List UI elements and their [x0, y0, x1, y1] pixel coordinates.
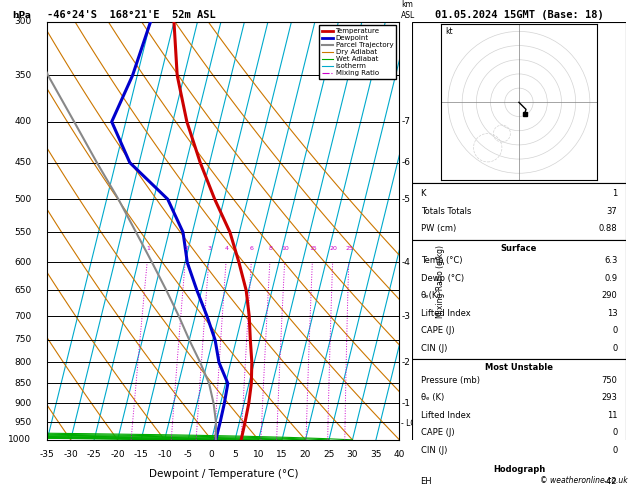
- Text: 750: 750: [601, 376, 617, 384]
- Text: Hodograph: Hodograph: [493, 465, 545, 474]
- Text: Temp (°C): Temp (°C): [421, 256, 462, 265]
- Text: 293: 293: [601, 393, 617, 402]
- Text: -5: -5: [401, 195, 410, 204]
- Text: -42: -42: [604, 477, 617, 486]
- Text: 13: 13: [607, 309, 617, 318]
- Text: 10: 10: [281, 246, 289, 251]
- Text: Pressure (mb): Pressure (mb): [421, 376, 479, 384]
- Text: 6.3: 6.3: [604, 256, 617, 265]
- Text: 0.9: 0.9: [604, 274, 617, 283]
- Text: -35: -35: [40, 450, 55, 459]
- Text: Most Unstable: Most Unstable: [485, 363, 553, 372]
- Text: 3: 3: [208, 246, 211, 251]
- Text: kt: kt: [445, 27, 453, 36]
- Text: Mixing Ratio (g/kg): Mixing Ratio (g/kg): [436, 244, 445, 317]
- Bar: [412, 461, 626, 486]
- Bar: [412, 22, 626, 183]
- Text: 700: 700: [14, 312, 31, 320]
- Text: CAPE (J): CAPE (J): [421, 428, 454, 437]
- Text: θₑ (K): θₑ (K): [421, 393, 444, 402]
- Text: CIN (J): CIN (J): [421, 344, 447, 353]
- Text: 10: 10: [253, 450, 264, 459]
- Text: -2: -2: [401, 358, 410, 367]
- Text: Totals Totals: Totals Totals: [421, 207, 471, 216]
- Text: 40: 40: [394, 450, 405, 459]
- Text: 11: 11: [607, 411, 617, 420]
- Text: 30: 30: [347, 450, 358, 459]
- Text: 01.05.2024 15GMT (Base: 18): 01.05.2024 15GMT (Base: 18): [435, 10, 603, 20]
- Text: 450: 450: [14, 158, 31, 167]
- Text: 300: 300: [14, 17, 31, 26]
- Text: Dewpoint / Temperature (°C): Dewpoint / Temperature (°C): [148, 469, 298, 479]
- Text: 400: 400: [14, 117, 31, 126]
- Text: CIN (J): CIN (J): [421, 446, 447, 455]
- Text: Lifted Index: Lifted Index: [421, 411, 470, 420]
- Legend: Temperature, Dewpoint, Parcel Trajectory, Dry Adiabat, Wet Adiabat, Isotherm, Mi: Temperature, Dewpoint, Parcel Trajectory…: [319, 25, 396, 79]
- Text: 8: 8: [269, 246, 272, 251]
- Text: 20: 20: [300, 450, 311, 459]
- Text: km
ASL: km ASL: [401, 0, 415, 20]
- Text: 20: 20: [329, 246, 337, 251]
- Text: 0: 0: [612, 428, 617, 437]
- Text: © weatheronline.co.uk: © weatheronline.co.uk: [540, 475, 628, 485]
- Text: -10: -10: [157, 450, 172, 459]
- Text: 25: 25: [345, 246, 353, 251]
- Text: -6: -6: [401, 158, 410, 167]
- Bar: [412, 183, 626, 240]
- Text: -46°24'S  168°21'E  52m ASL: -46°24'S 168°21'E 52m ASL: [47, 10, 216, 20]
- Text: 750: 750: [14, 335, 31, 345]
- Text: 15: 15: [309, 246, 316, 251]
- Text: θₑ(K): θₑ(K): [421, 291, 441, 300]
- Text: EH: EH: [421, 477, 432, 486]
- Text: -7: -7: [401, 117, 410, 126]
- Text: 900: 900: [14, 399, 31, 408]
- Text: 950: 950: [14, 417, 31, 427]
- Text: K: K: [421, 189, 426, 198]
- Text: - LCL: - LCL: [401, 419, 420, 428]
- Text: Lifted Index: Lifted Index: [421, 309, 470, 318]
- Text: 1000: 1000: [8, 435, 31, 444]
- Text: -20: -20: [110, 450, 125, 459]
- Text: 0: 0: [612, 344, 617, 353]
- Bar: [412, 240, 626, 359]
- Text: 1: 1: [612, 189, 617, 198]
- Text: 0: 0: [612, 327, 617, 335]
- Text: -1: -1: [401, 399, 410, 408]
- Text: -4: -4: [401, 258, 410, 267]
- Text: 37: 37: [606, 207, 617, 216]
- Text: Dewp (°C): Dewp (°C): [421, 274, 464, 283]
- Text: -15: -15: [134, 450, 148, 459]
- Text: 25: 25: [323, 450, 335, 459]
- Text: 850: 850: [14, 379, 31, 388]
- Text: PW (cm): PW (cm): [421, 224, 456, 233]
- Text: 350: 350: [14, 71, 31, 80]
- Text: 0.88: 0.88: [599, 224, 617, 233]
- Text: 6: 6: [250, 246, 254, 251]
- Text: 800: 800: [14, 358, 31, 367]
- Bar: [412, 359, 626, 461]
- Text: 35: 35: [370, 450, 382, 459]
- Text: -25: -25: [87, 450, 101, 459]
- Text: 550: 550: [14, 228, 31, 237]
- Text: 1: 1: [147, 246, 150, 251]
- Text: 600: 600: [14, 258, 31, 267]
- Text: hPa: hPa: [13, 11, 31, 20]
- Text: Surface: Surface: [501, 244, 537, 253]
- Text: 500: 500: [14, 195, 31, 204]
- Text: -5: -5: [184, 450, 192, 459]
- Text: -30: -30: [64, 450, 78, 459]
- Text: 5: 5: [232, 450, 238, 459]
- Text: 2: 2: [184, 246, 188, 251]
- Text: 0: 0: [209, 450, 214, 459]
- Text: CAPE (J): CAPE (J): [421, 327, 454, 335]
- Text: 290: 290: [601, 291, 617, 300]
- Text: 0: 0: [612, 446, 617, 455]
- Text: 15: 15: [276, 450, 287, 459]
- Text: -3: -3: [401, 312, 410, 320]
- Text: 650: 650: [14, 286, 31, 295]
- Text: 4: 4: [225, 246, 229, 251]
